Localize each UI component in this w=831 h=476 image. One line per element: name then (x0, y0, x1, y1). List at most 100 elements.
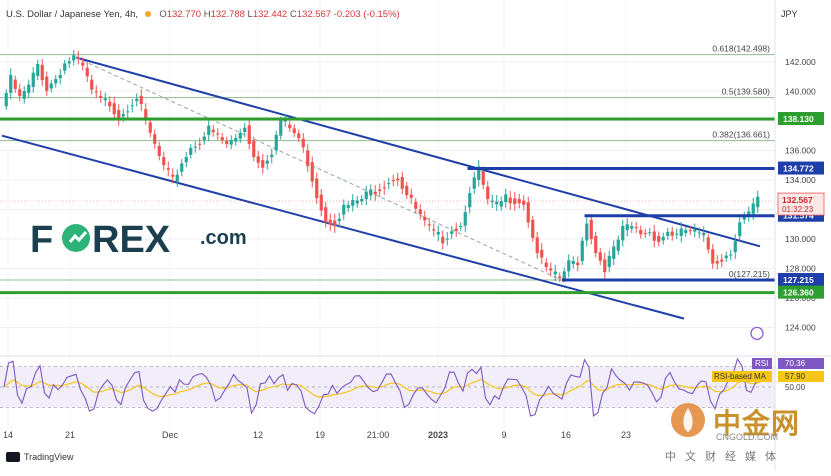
candle-body (463, 211, 467, 226)
candle-body (756, 196, 760, 208)
forex-logo-suffix: .com (200, 227, 247, 249)
currency-label: JPY (781, 9, 798, 19)
close-value: 132.567 (296, 9, 332, 20)
candle-body (265, 160, 269, 164)
tradingview-brand[interactable]: TradingView (6, 452, 74, 462)
high-label: H (203, 9, 211, 20)
candle-body (607, 255, 611, 267)
candle-body (184, 156, 188, 163)
candle-body (648, 232, 652, 234)
rsi-ma-tag (712, 371, 772, 382)
grid (0, 0, 775, 429)
candle-body (67, 61, 71, 64)
candle-body (153, 134, 157, 144)
candle-body (499, 200, 503, 207)
candle-body (324, 207, 328, 223)
candle-body (238, 132, 242, 139)
candle-body (625, 224, 629, 231)
price-tag (778, 285, 824, 299)
candle-body (103, 98, 107, 101)
candle-body (166, 168, 170, 170)
fib-label: 0.5(139.580) (722, 87, 770, 97)
candle-body (261, 160, 265, 168)
candle-body (454, 228, 458, 231)
candle-body (576, 262, 580, 266)
candle-body (13, 79, 17, 89)
fib-levels: 0.618(142.498) 0.5(139.580) 0.382(136.661)… (0, 44, 775, 281)
fib-label: 0.382(136.661) (712, 130, 770, 140)
horizontal-levels (0, 117, 775, 340)
candle-body (670, 231, 674, 236)
countdown-label: 01:32:23 (782, 205, 814, 214)
candle-body (684, 230, 688, 234)
y-tick-label: 140.000 (785, 86, 816, 96)
candle-body (135, 98, 139, 102)
price-tag (778, 161, 824, 175)
price-tag-label: 126.360 (783, 288, 814, 298)
candle-body (468, 193, 472, 208)
rsi-value: 70.36 (785, 359, 806, 368)
candle-body (594, 235, 598, 254)
candle-body (270, 154, 274, 158)
candle-body (742, 215, 746, 220)
candle-body (639, 230, 643, 235)
candle-body (18, 89, 22, 96)
x-tick-label: 19 (315, 430, 325, 440)
alert-icon (750, 326, 764, 340)
candle-body (139, 95, 143, 105)
candle-body (27, 84, 31, 93)
candle-body (733, 240, 737, 253)
current-price-tag (777, 192, 825, 216)
candle-body (144, 109, 148, 119)
tradingview-text: TradingView (24, 452, 74, 462)
candle-body (220, 137, 224, 141)
x-tick-label: 23 (621, 430, 631, 440)
forex-logo-right: REX (92, 219, 171, 261)
candle-body (477, 166, 481, 180)
candle-body (130, 105, 134, 107)
candle-body (292, 128, 296, 134)
y-tick-label: 142.000 (785, 57, 816, 67)
x-tick-label: 21:00 (367, 430, 390, 440)
candle-body (207, 125, 211, 135)
cngold-name: 中金网 (713, 407, 801, 440)
candle-body (396, 178, 400, 181)
rsi-band (0, 366, 775, 408)
candle-body (508, 197, 512, 204)
current-price-label: 132.567 (782, 195, 813, 205)
candle-body (198, 143, 202, 145)
candle-body (643, 233, 647, 235)
candle-body (337, 218, 341, 222)
channel-lower (1, 134, 685, 320)
candle-body (45, 76, 49, 91)
candle-body (436, 231, 440, 235)
candle-body (661, 236, 665, 241)
candle-body (180, 163, 184, 172)
candle-body (414, 202, 418, 209)
candle-body (391, 179, 395, 182)
candle-body (22, 90, 26, 99)
candle-body (319, 194, 323, 211)
candle-body (531, 219, 535, 238)
candle-body (585, 223, 589, 241)
low-value: 132.442 (252, 9, 288, 20)
candle-body (121, 113, 125, 117)
candle-body (36, 64, 40, 76)
candle-body (252, 140, 256, 157)
candle-body (697, 232, 701, 234)
candle-body (328, 219, 332, 225)
market-status-icon (144, 11, 151, 18)
candle-body (112, 103, 116, 115)
tradingview-logo-icon (6, 452, 20, 462)
candle-body (157, 146, 161, 157)
y-tick-label: 136.000 (785, 145, 816, 155)
candle-body (108, 101, 112, 107)
candle-body (549, 268, 553, 271)
candle-body (400, 176, 404, 189)
candle-body (63, 63, 67, 71)
candle-body (405, 185, 409, 196)
candle-body (603, 259, 607, 273)
candle-body (495, 201, 499, 205)
